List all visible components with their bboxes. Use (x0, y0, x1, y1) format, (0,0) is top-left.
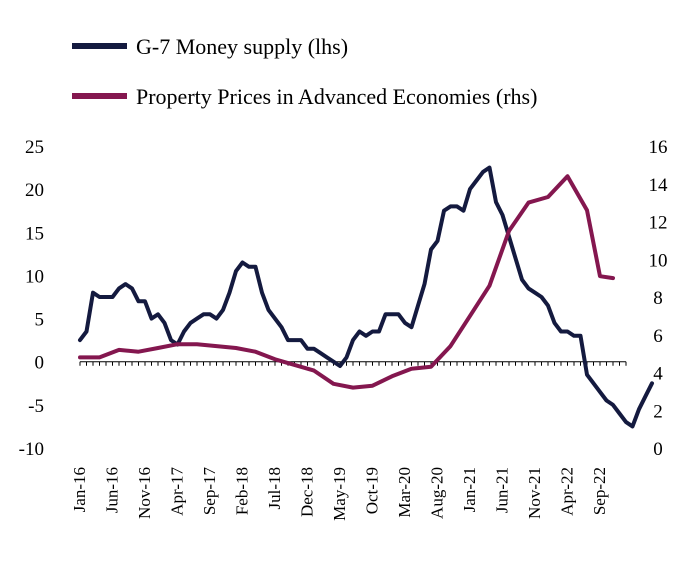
x-tick-label: May-19 (330, 467, 349, 521)
x-tick-label: Jan-16 (70, 467, 89, 512)
series-line-property-prices (78, 174, 615, 390)
y-right-tick-label: 14 (649, 175, 669, 196)
y-left-tick-label: 10 (25, 266, 44, 287)
x-tick-label: Jan-21 (460, 467, 479, 512)
y-right-tick-label: 10 (649, 250, 668, 271)
x-tick-label: Jun-21 (493, 467, 512, 513)
y-right-tick-label: 12 (649, 213, 668, 234)
legend: G-7 Money supply (lhs) Property Prices i… (72, 34, 537, 109)
y-right-tick-label: 8 (653, 288, 663, 309)
y-right-tick-label: 4 (653, 364, 663, 385)
x-axis: Jan-16 Jun-16 Nov-16 Apr-17 Sep-17 Feb-18 Jul-… (70, 467, 609, 521)
x-tick-label: Aug-20 (428, 467, 447, 519)
x-tick-label: Apr-17 (168, 467, 187, 516)
x-tick-label: Sep-17 (200, 467, 219, 516)
y-right-tick-label: 6 (653, 326, 663, 347)
y-axis-left: -10 -5 0 5 10 15 20 25 (19, 137, 44, 460)
axes (79, 361, 627, 366)
x-tick-label: Apr-22 (558, 467, 577, 516)
y-left-tick-label: 15 (25, 223, 44, 244)
y-left-tick-label: 20 (25, 180, 44, 201)
series (78, 165, 654, 429)
x-tick-label: Jun-16 (103, 467, 122, 513)
x-tick-label: Mar-20 (395, 467, 414, 518)
y-left-tick-label: 5 (35, 310, 45, 331)
y-left-tick-label: -5 (28, 396, 44, 417)
x-tick-label: Nov-21 (525, 467, 544, 519)
legend-label-property-prices: Property Prices in Advanced Economies (r… (136, 84, 537, 109)
y-right-tick-label: 0 (653, 439, 663, 460)
x-tick-label: Jul-18 (265, 467, 284, 510)
y-axis-right: 0 2 4 6 8 10 12 14 16 (649, 137, 669, 460)
legend-label-money-supply: G-7 Money supply (lhs) (136, 34, 348, 59)
y-right-tick-label: 16 (649, 137, 668, 158)
x-tick-label: Sep-22 (590, 467, 609, 515)
x-tick-label: Oct-19 (363, 467, 382, 514)
y-left-tick-label: 0 (35, 353, 45, 374)
x-tick-label: Nov-16 (135, 467, 154, 519)
y-left-tick-label: 25 (25, 137, 44, 158)
y-right-tick-label: 2 (653, 401, 663, 422)
x-tick-label: Dec-18 (298, 467, 317, 517)
x-tick-label: Feb-18 (233, 467, 252, 515)
y-left-tick-label: -10 (19, 439, 44, 460)
